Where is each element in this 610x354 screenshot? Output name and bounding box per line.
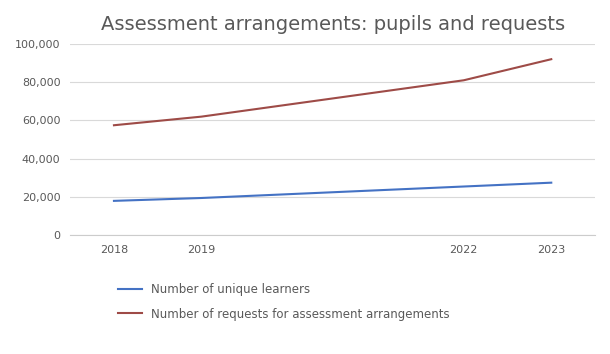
Number of unique learners [198, 196, 205, 200]
Line: Number of unique learners: Number of unique learners [114, 183, 551, 201]
Number of unique learners [548, 181, 555, 185]
Line: Number of requests for assessment arrangements: Number of requests for assessment arrang… [114, 59, 551, 125]
Legend: Number of unique learners, Number of requests for assessment arrangements: Number of unique learners, Number of req… [118, 283, 450, 321]
Number of unique learners [110, 199, 118, 203]
Number of requests for assessment arrangements [548, 57, 555, 61]
Title: Assessment arrangements: pupils and requests: Assessment arrangements: pupils and requ… [101, 15, 565, 34]
Number of requests for assessment arrangements [460, 78, 467, 82]
Number of requests for assessment arrangements [110, 123, 118, 127]
Number of requests for assessment arrangements [198, 114, 205, 119]
Number of unique learners [460, 184, 467, 189]
